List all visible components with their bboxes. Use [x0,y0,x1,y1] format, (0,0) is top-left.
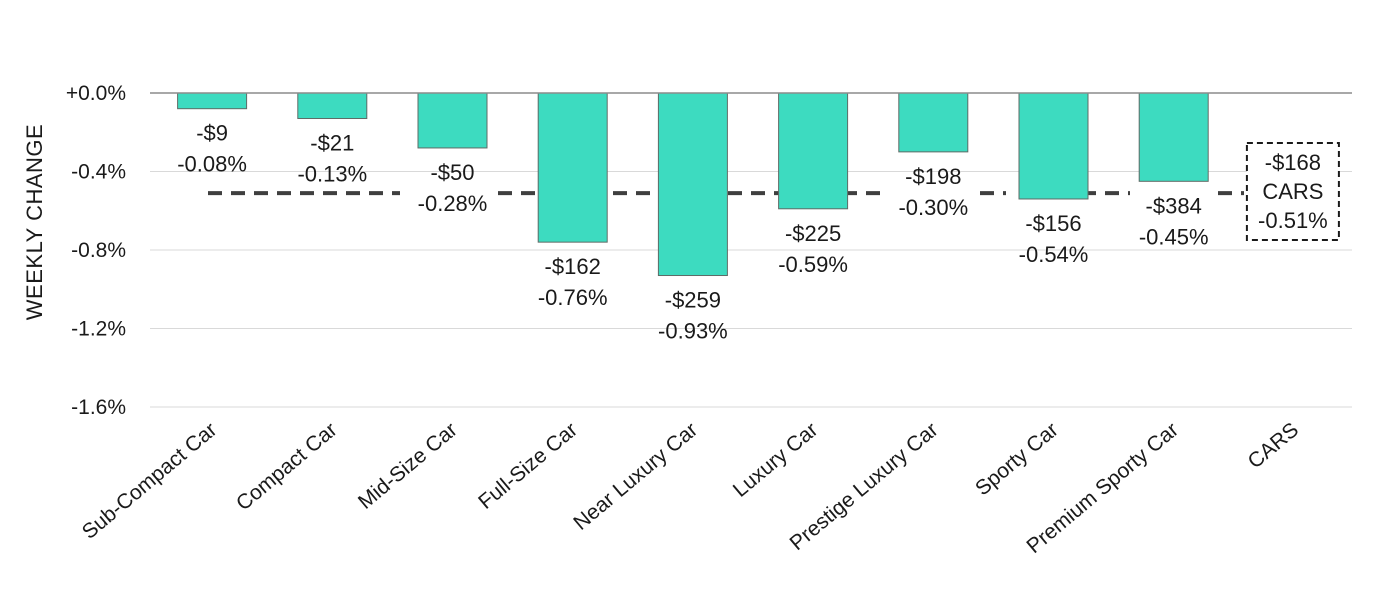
category-label: Sub-Compact Car [78,418,222,544]
bar-dollar-label: -$225 [785,221,841,246]
bar [1018,92,1089,200]
bar [177,92,248,110]
bar-percent-label: -0.93% [658,319,728,344]
category-label: Compact Car [232,418,342,515]
average-callout-text: CARS [1262,179,1323,204]
bar-dollar-label: -$9 [196,121,228,146]
y-tick-label: -1.6% [71,396,126,419]
category-label: Near Luxury Car [569,418,702,535]
bar-dollar-label: -$259 [665,288,721,313]
y-axis-ticks: +0.0% -0.4% -0.8% -1.2% -1.6% [66,82,126,419]
y-tick-label: +0.0% [66,82,126,105]
bar-percent-label: -0.54% [1019,242,1089,267]
average-callout-text: -$168 [1265,150,1321,175]
bar-percent-label: -0.13% [297,162,367,187]
bar-dollar-label: -$162 [545,254,601,279]
category-label: CARS [1244,418,1303,473]
bar [417,92,488,149]
bar [1138,92,1209,182]
bar [898,92,969,153]
average-callout-box [1245,142,1340,241]
category-label: Full-Size Car [474,418,582,514]
category-label: Luxury Car [729,418,822,502]
bar-percent-label: -0.30% [898,195,968,220]
bar [297,92,368,120]
bar-percent-label: -0.08% [177,152,247,177]
bar [778,92,849,210]
y-tick-label: -0.8% [71,239,126,262]
bar-percent-label: -0.45% [1139,224,1209,249]
bar-dollar-label: -$21 [310,131,354,156]
y-tick-label: -0.4% [71,161,126,184]
bar-percent-label: -0.76% [538,285,608,310]
bar [657,92,728,277]
bar-dollar-label: -$50 [430,160,474,185]
y-tick-label: -1.2% [71,318,126,341]
bar [537,92,608,243]
category-label: Mid-Size Car [354,418,462,514]
bar-percent-label: -0.59% [778,252,848,277]
average-callout-text: -0.51% [1258,208,1328,233]
bar-dollar-label: -$384 [1146,193,1202,218]
bar-percent-label: -0.28% [418,191,488,216]
bar-dollar-label: -$156 [1025,211,1081,236]
average-callout: -$168 CARS -0.51% [1245,142,1340,241]
data-labels: -$9 -0.08% -$21 -0.13% -$50 -0.28% -$162 -0.76%… [177,121,1208,344]
bars [177,92,1209,277]
y-axis-title: WEEKLY CHANGE [22,124,47,320]
category-label: Sporty Car [971,418,1063,500]
bar-dollar-label: -$198 [905,164,961,189]
category-labels: Sub-Compact Car Compact Car Mid-Size Car Fu… [78,418,1303,558]
